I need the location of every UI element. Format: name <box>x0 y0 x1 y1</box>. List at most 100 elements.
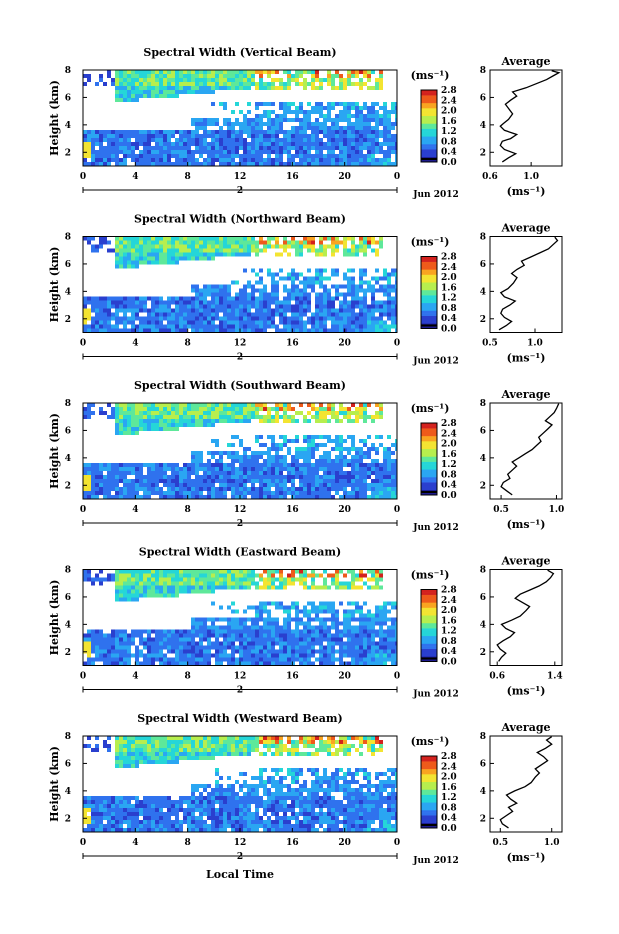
heatmap-cell <box>359 495 363 499</box>
heatmap-cell <box>247 626 251 630</box>
heatmap-cell <box>303 451 307 455</box>
heatmap-cell <box>219 70 223 74</box>
heatmap-cell <box>99 630 103 634</box>
heatmap-cell <box>287 415 291 419</box>
heatmap-cell <box>323 305 327 309</box>
heatmap-cell <box>327 419 331 423</box>
heatmap-cell <box>151 471 155 475</box>
heatmap-cell <box>239 467 243 471</box>
colorbar-segment <box>421 287 437 290</box>
heatmap-cell <box>171 586 175 590</box>
heatmap-cell <box>219 491 223 495</box>
heatmap-cell <box>311 130 315 134</box>
heatmap-cell <box>263 491 267 495</box>
heatmap-cell <box>219 158 223 162</box>
heatmap-cell <box>127 249 131 253</box>
heatmap-cell <box>227 455 231 459</box>
heatmap-cell <box>139 154 143 158</box>
heatmap-cell <box>171 491 175 495</box>
heatmap-cell <box>267 126 271 130</box>
heatmap-cell <box>171 297 175 301</box>
heatmap-cell <box>363 281 367 285</box>
heatmap-cell <box>299 467 303 471</box>
heatmap-cell <box>123 638 127 642</box>
heatmap-cell <box>331 241 335 245</box>
heatmap-cell <box>99 321 103 325</box>
heatmap-cell <box>355 606 359 610</box>
heatmap-cell <box>391 602 395 606</box>
heatmap-cell <box>295 130 299 134</box>
heatmap-cell <box>263 475 267 479</box>
heatmap-cell <box>223 253 227 257</box>
heatmap-cell <box>311 467 315 471</box>
heatmap-cell <box>159 650 163 654</box>
colorbar-tick-label: 0.0 <box>441 158 457 168</box>
heatmap-cell <box>339 451 343 455</box>
heatmap-cell <box>311 122 315 126</box>
heatmap-cell <box>355 74 359 78</box>
heatmap-cell <box>123 154 127 158</box>
heatmap-cell <box>167 407 171 411</box>
heatmap-cell <box>199 162 203 166</box>
heatmap-cell <box>319 606 323 610</box>
heatmap-cell <box>95 467 99 471</box>
heatmap-cell <box>143 407 147 411</box>
heatmap-cell <box>107 654 111 658</box>
heatmap-cell <box>367 130 371 134</box>
heatmap-cell <box>343 78 347 82</box>
heatmap-cell <box>115 431 119 435</box>
heatmap-cell <box>175 90 179 94</box>
heatmap-cell <box>135 158 139 162</box>
colorbar-segment <box>421 433 437 436</box>
heatmap-cell <box>207 618 211 622</box>
heatmap-cell <box>371 325 375 329</box>
heatmap-cell <box>231 471 235 475</box>
heatmap-cell <box>379 325 383 329</box>
heatmap-cell <box>347 329 351 333</box>
heatmap-cell <box>115 249 119 253</box>
heatmap-cell <box>363 146 367 150</box>
heatmap-cell <box>263 586 267 590</box>
heatmap-cell <box>303 475 307 479</box>
heatmap-cell <box>287 150 291 154</box>
heatmap-cell <box>287 297 291 301</box>
heatmap-cell <box>267 614 271 618</box>
heatmap-cell <box>363 305 367 309</box>
heatmap-cell <box>271 495 275 499</box>
heatmap-cell <box>331 253 335 257</box>
heatmap-cell <box>239 158 243 162</box>
colorbar-segment <box>421 431 437 434</box>
colorbar-segment <box>421 108 437 111</box>
heatmap-cell <box>299 74 303 78</box>
heatmap-cell <box>195 317 199 321</box>
heatmap-cell <box>387 162 391 166</box>
heatmap-cell <box>367 570 371 574</box>
heatmap-cell <box>239 439 243 443</box>
heatmap-cell <box>87 313 91 317</box>
heatmap-cell <box>235 630 239 634</box>
heatmap-cell <box>123 654 127 658</box>
heatmap-cell <box>255 309 259 313</box>
heatmap-cell <box>207 467 211 471</box>
heatmap-cell <box>267 475 271 479</box>
heatmap-cell <box>387 154 391 158</box>
heatmap-cell <box>339 118 343 122</box>
heatmap-cell <box>255 650 259 654</box>
heatmap-cell <box>163 411 167 415</box>
heatmap-cell <box>191 487 195 491</box>
heatmap-cell <box>139 305 143 309</box>
heatmap-cell <box>195 630 199 634</box>
heatmap-cell <box>371 106 375 110</box>
heatmap-cell <box>139 590 143 594</box>
heatmap-cell <box>331 102 335 106</box>
heatmap-cell <box>323 321 327 325</box>
heatmap-cell <box>259 638 263 642</box>
heatmap-cell <box>259 293 263 297</box>
heatmap-cell <box>311 435 315 439</box>
heatmap-cell <box>191 618 195 622</box>
heatmap-cell <box>171 329 175 333</box>
heatmap-cell <box>255 82 259 86</box>
heatmap-cell <box>247 463 251 467</box>
heatmap-cell <box>243 122 247 126</box>
heatmap-cell <box>363 614 367 618</box>
